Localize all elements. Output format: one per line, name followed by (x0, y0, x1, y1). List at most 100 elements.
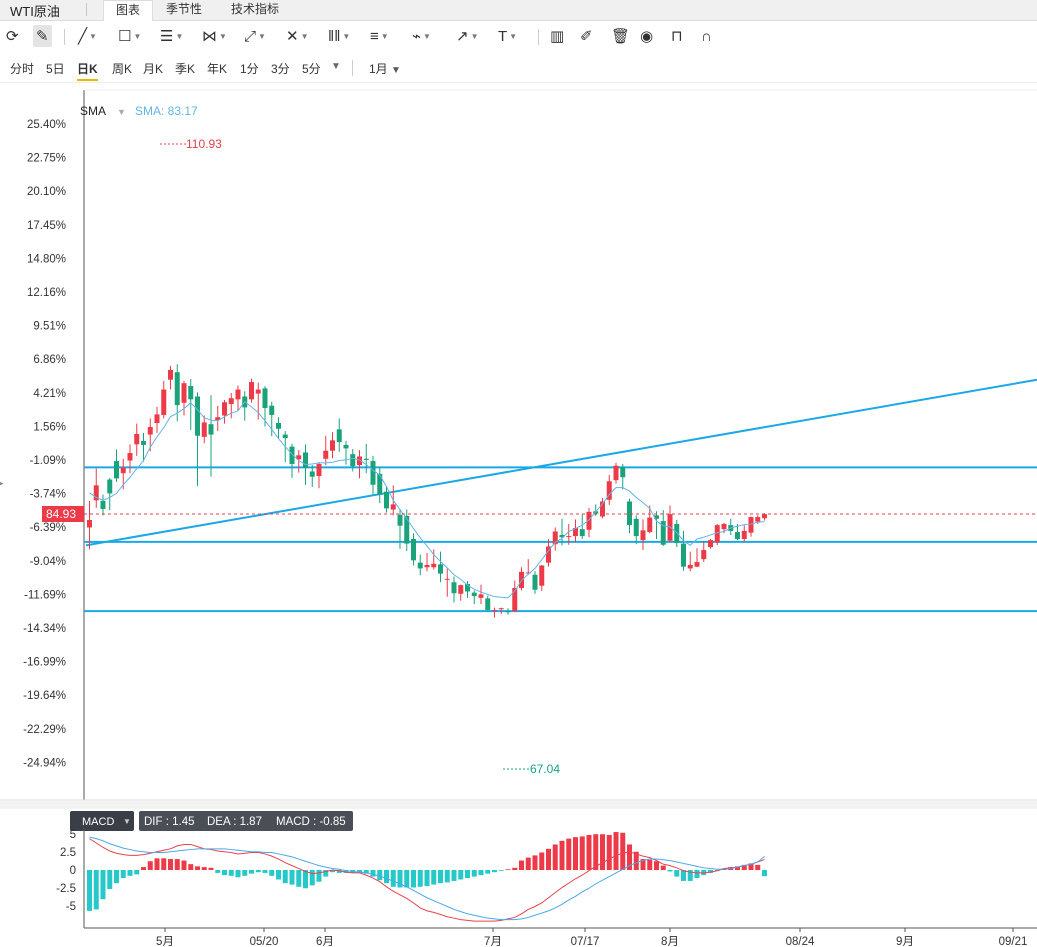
candle-body (134, 433, 140, 445)
macd-histogram-bar (573, 837, 578, 870)
macd-histogram-bar (627, 844, 632, 870)
brush-icon[interactable]: ⌁ ▼ (412, 28, 431, 45)
text-icon[interactable]: T ▼ (498, 27, 518, 45)
macd-histogram-bar (370, 870, 376, 877)
period-yearly[interactable]: 年K (207, 62, 228, 76)
collapse-handle-icon[interactable]: ▸ (0, 478, 4, 488)
range-select[interactable]: 1月 ▼ (369, 60, 401, 77)
period-5min[interactable]: 5分 (302, 62, 321, 76)
candle-body (296, 455, 302, 460)
arrow-icon[interactable]: ↗ ▼ (456, 28, 479, 45)
tab-chart-label: 图表 (115, 3, 140, 17)
bar-chart-icon[interactable]: ▥ (550, 28, 565, 45)
macd-histogram-bar (397, 870, 403, 888)
sma-dropdown-icon[interactable]: ▼ (117, 107, 126, 117)
time-axis-tick-label: 6月 (316, 936, 334, 947)
period-weekly[interactable]: 周K (112, 62, 133, 76)
candle-body (181, 383, 187, 403)
candle-body (363, 458, 369, 460)
macd-histogram-bar (735, 866, 740, 870)
macd-axis-tick-label: -2.5 (56, 883, 76, 895)
candle-body (350, 454, 356, 467)
period-monthly[interactable]: 月K (143, 62, 164, 76)
tab-indicators[interactable]: 技术指标 (222, 0, 288, 20)
candle-body (458, 585, 464, 594)
period-quarterly[interactable]: 季K (175, 62, 196, 76)
period-more-icon[interactable]: ▼ (331, 61, 341, 72)
period-1min[interactable]: 1分 (240, 62, 259, 76)
candle-body (188, 386, 194, 400)
toolbar-divider (64, 29, 65, 45)
price-axis-tick-label: 14.80% (27, 253, 66, 265)
candle-body (201, 422, 207, 437)
refresh-icon[interactable]: ⟳ (6, 28, 19, 45)
period-3min[interactable]: 3分 (271, 62, 290, 76)
macd-histogram-bar (343, 870, 349, 873)
tab-indicators-label: 技术指标 (230, 2, 279, 16)
trash-icon[interactable]: 🗑 (611, 28, 631, 45)
macd-histogram-bar (222, 870, 227, 876)
panel-splitter[interactable] (0, 801, 1037, 809)
period-daily[interactable]: 日K (77, 60, 98, 81)
magnet-icon[interactable]: ∩ (701, 27, 712, 45)
line-icon[interactable]: ╱ ▼ (78, 28, 97, 45)
parallel-lines-icon[interactable]: ☰ ▼ (160, 28, 184, 45)
period-5day[interactable]: 5日 (46, 62, 65, 76)
candle-body (87, 519, 92, 528)
macd-histogram-bar (411, 870, 416, 888)
candle-body (660, 521, 666, 545)
pencil-icon[interactable]: ✎ (33, 25, 52, 47)
price-axis-tick-label: -22.29% (23, 724, 66, 736)
time-axis: 5月 05/20 6月 7月 07/17 8月 08/24 9月 09/21 (156, 928, 1027, 947)
candle-body (438, 564, 443, 574)
unlock-icon[interactable]: ⊓ (671, 28, 683, 45)
tab-chart[interactable]: 图表 (103, 0, 153, 21)
candle-body (174, 372, 180, 406)
macd-histogram-bar (552, 844, 558, 870)
cross-lines-icon[interactable]: ✕ ▼ (286, 28, 309, 45)
period-intraday[interactable]: 分时 (10, 62, 35, 76)
macd-histogram-bar (215, 870, 221, 873)
macd-axis: 5 2.5 0 -2.5 -5 (56, 829, 76, 913)
fib-levels-icon[interactable]: ≡ ▼ (370, 27, 389, 45)
sma-indicator-name[interactable]: SMA (80, 104, 106, 118)
price-axis-tick-label: 25.40% (27, 119, 66, 131)
candle-body (627, 501, 632, 526)
eye-icon[interactable]: ◉ (640, 28, 654, 45)
candle-body (748, 517, 754, 533)
tab-seasonality[interactable]: 季节性 (157, 0, 211, 20)
macd-histogram-bar (417, 870, 423, 887)
rectangle-icon[interactable]: ☐ ▼ (118, 28, 142, 45)
candle-body (620, 466, 626, 478)
macd-axis-tick-label: 0 (70, 865, 76, 877)
high-price-label: 110.93 (186, 137, 222, 151)
macd-histogram-bar (309, 870, 315, 886)
time-axis-tick-label: 9月 (896, 936, 914, 947)
candle-body (370, 461, 376, 485)
edit-icon[interactable]: ✐ (580, 28, 593, 45)
macd-histogram-bar (660, 865, 666, 870)
candle-body (384, 491, 389, 509)
macd-histogram-bar (181, 860, 187, 870)
price-axis-tick-label: 12.16% (27, 287, 66, 299)
period-divider (352, 60, 353, 76)
price-axis-tick-label: 17.45% (27, 220, 66, 232)
macd-lines (89, 836, 765, 922)
macd-value-label: MACD : -0.85 (276, 816, 346, 828)
candle-body (255, 389, 261, 394)
macd-selector[interactable] (70, 811, 134, 831)
macd-histogram-bar (404, 870, 410, 888)
zigzag-icon[interactable]: ⋈ ▼ (202, 28, 227, 45)
fib-bars-icon[interactable]: ‖‖ ▼ (328, 27, 351, 45)
ray-icon[interactable]: ⤢ ▼ (244, 27, 266, 45)
macd-histogram-bar (667, 870, 673, 872)
macd-histogram-bar (438, 870, 443, 884)
macd-histogram-bar (586, 834, 592, 870)
candle-body (397, 514, 403, 526)
time-axis-tick-label: 7月 (484, 936, 502, 947)
time-axis-tick-label: 08/24 (786, 936, 815, 947)
price-axis-tick-label: -19.64% (23, 690, 66, 702)
candle-body (492, 609, 497, 611)
drawings-layer[interactable] (84, 378, 1037, 613)
